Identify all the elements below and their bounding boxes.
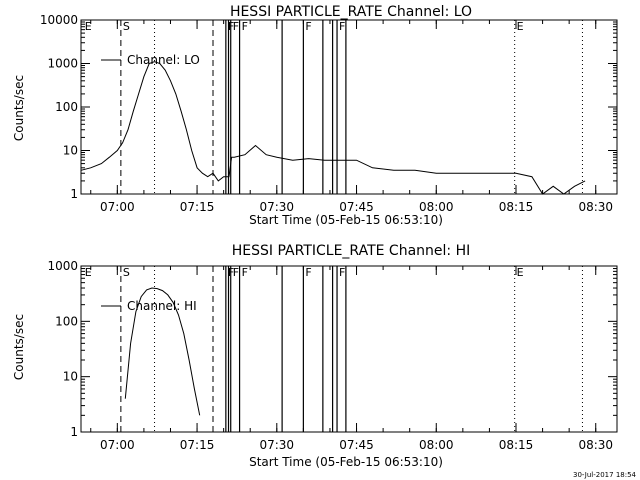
chart-hi-y-tick-label: 10 xyxy=(63,370,78,384)
chart-hi-event-flag: F xyxy=(242,266,248,279)
chart-hi-y-tick-label: 1 xyxy=(70,425,78,439)
chart-lo-event-flag: F xyxy=(242,20,248,33)
chart-hi-y-tick-label: 100 xyxy=(55,314,78,328)
top-chart-xlabel: Start Time (05-Feb-15 06:53:10) xyxy=(249,213,443,227)
chart-hi-event-flag: S xyxy=(123,266,130,279)
chart-hi-event-flag: F xyxy=(233,266,239,279)
chart-lo-event-flag: F xyxy=(228,20,234,33)
chart-lo-event-flag: S xyxy=(123,20,130,33)
chart-hi-event-flag: F xyxy=(305,266,311,279)
chart-lo-x-tick-label: 07:00 xyxy=(100,200,135,214)
chart-hi-plot-frame xyxy=(80,265,618,433)
chart-hi-event-flag: F xyxy=(228,266,234,279)
chart-lo-x-tick-label: 07:15 xyxy=(180,200,215,214)
chart-lo-y-tick-label: 100 xyxy=(55,100,78,114)
chart-hi-x-tick-label: 08:15 xyxy=(499,438,534,452)
chart-hi-x-tick-label: 08:30 xyxy=(578,438,613,452)
chart-hi-x-tick-label: 08:00 xyxy=(419,438,454,452)
bottom-chart-xlabel: Start Time (05-Feb-15 06:53:10) xyxy=(249,455,443,469)
chart-hi-x-tick-label: 07:00 xyxy=(100,438,135,452)
chart-lo-event-flag: F xyxy=(233,20,239,33)
chart-lo-y-tick-label: 1000 xyxy=(47,57,78,71)
chart-lo-x-tick-label: 07:45 xyxy=(339,200,374,214)
bottom-chart-ylabel: Counts/sec xyxy=(12,314,26,380)
chart-hi-x-tick-label: 07:45 xyxy=(339,438,374,452)
chart-lo-event-flag: F xyxy=(339,20,345,33)
chart-lo-x-tick-label: 08:15 xyxy=(499,200,534,214)
chart-lo-legend-label: Channel: LO xyxy=(127,53,200,67)
chart-lo-x-tick-label: 08:00 xyxy=(419,200,454,214)
chart-hi-event-flag: F xyxy=(339,266,345,279)
chart-hi-legend-label: Channel: HI xyxy=(127,299,197,313)
chart-hi-series-line xyxy=(124,287,201,416)
chart-lo-y-tick-label: 10000 xyxy=(40,13,78,27)
chart-hi-event-flag: E xyxy=(517,266,524,279)
chart-lo-y-tick-label: 10 xyxy=(63,144,78,158)
chart-hi-y-tick-label: 1000 xyxy=(47,259,78,273)
chart-lo-event-flag: E xyxy=(517,20,524,33)
chart-lo-series-line xyxy=(80,61,586,195)
top-chart-ylabel: Counts/sec xyxy=(12,75,26,141)
footer-timestamp: 30-Jul-2017 18:54 xyxy=(573,471,637,479)
bottom-chart-title: HESSI PARTICLE_RATE Channel: HI xyxy=(232,243,470,259)
chart-lo-event-flag: E xyxy=(85,20,92,33)
chart-lo-y-tick-label: 1 xyxy=(70,187,78,201)
chart-lo-plot-frame xyxy=(80,19,618,195)
chart-hi-x-tick-label: 07:15 xyxy=(180,438,215,452)
chart-lo-x-tick-label: 08:30 xyxy=(578,200,613,214)
top-chart-title: HESSI PARTICLE_RATE Channel: LO xyxy=(230,4,472,20)
chart-hi-event-flag: E xyxy=(85,266,92,279)
chart-hi-x-tick-label: 07:30 xyxy=(259,438,294,452)
chart-lo-x-tick-label: 07:30 xyxy=(259,200,294,214)
chart-lo-event-flag: F xyxy=(305,20,311,33)
